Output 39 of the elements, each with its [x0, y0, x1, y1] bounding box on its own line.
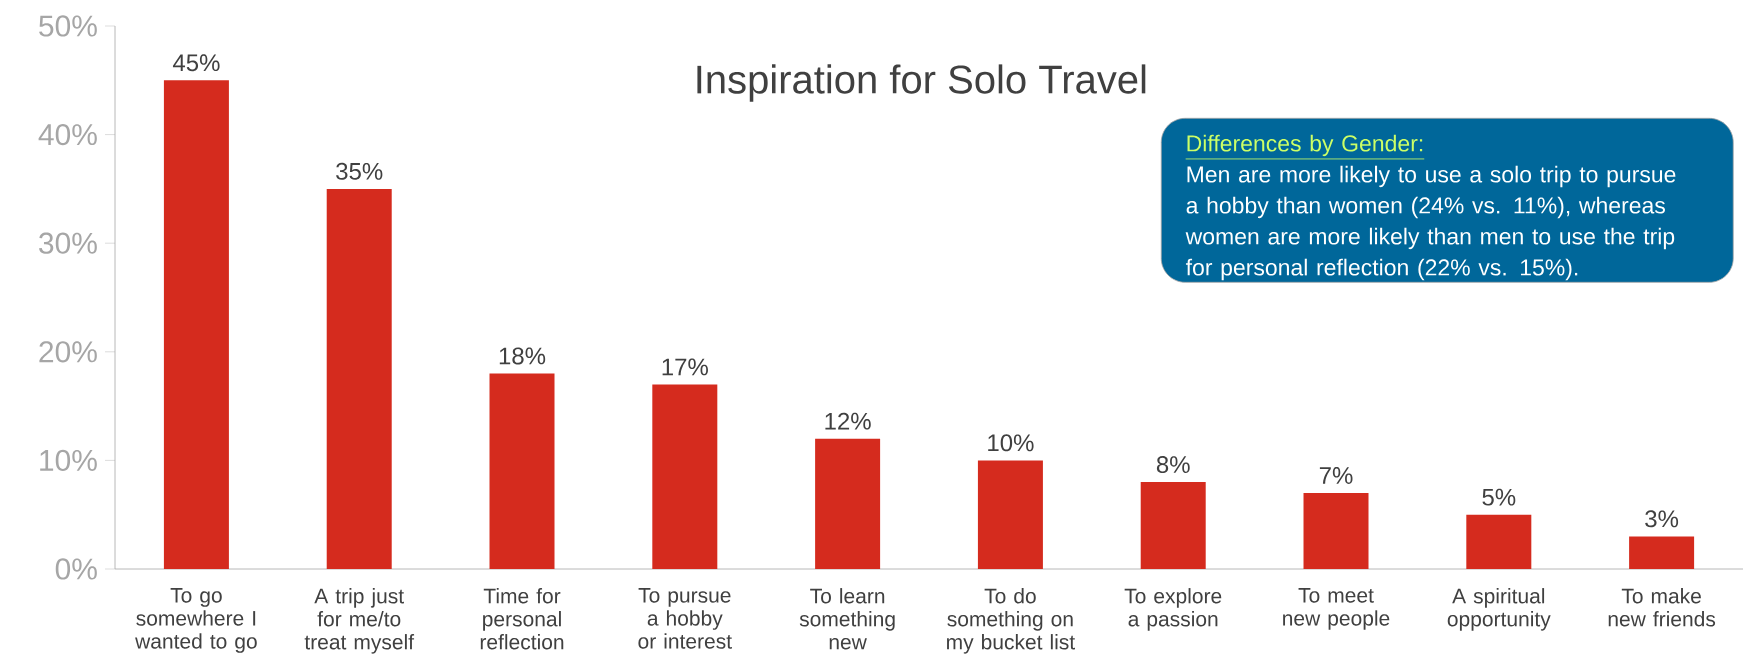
data-label: 10% [988, 434, 1034, 452]
x-tick-label: A spiritual opportunity [1447, 588, 1551, 631]
x-tick-label: To meet new people [1283, 588, 1390, 630]
bar [489, 373, 555, 569]
bar [1629, 536, 1695, 569]
x-tick-label: To pursue a hobby or interest [638, 588, 732, 649]
data-label: 45% [172, 54, 220, 72]
bar [1140, 482, 1206, 569]
y-tick-label: 50% [39, 15, 97, 37]
bar [652, 384, 718, 569]
bar [977, 460, 1043, 569]
bar [326, 188, 392, 569]
y-tick-label: 10% [40, 449, 97, 472]
x-tick-label: To learn something new [799, 588, 895, 650]
bar [815, 438, 881, 569]
y-tick-label: 0% [55, 558, 97, 580]
text: Inspiration for Solo Travel [697, 64, 1146, 102]
x-tick-label: To make new friends [1608, 588, 1716, 627]
data-label: 8% [1156, 456, 1190, 474]
data-label: 7% [1319, 467, 1353, 484]
bar [1303, 492, 1369, 569]
data-label: 3% [1645, 510, 1679, 528]
bar [1466, 514, 1532, 569]
x-tick-label: To go somewhere I wanted to go [135, 588, 257, 653]
data-label: 35% [336, 162, 383, 180]
y-tick-label: 20% [39, 341, 97, 363]
y-tick-label: 40% [38, 123, 97, 146]
annotation: Differences by Gender: [1187, 134, 1423, 157]
bar [163, 80, 229, 569]
y-tick-label: 30% [39, 232, 97, 254]
data-label: 12% [825, 412, 871, 430]
data-label: 17% [662, 358, 708, 376]
data-label: 5% [1482, 488, 1516, 506]
data-label: 18% [499, 347, 546, 365]
annotation: Men are more likely to use a solo trip to pursue a hobby than women (24% vs. 11%), whereas women are more likely than men to use the trip for personal reflection (22% vs. 15%). [1185, 165, 1676, 281]
x-tick-label: A trip just for me/to treat myself [304, 588, 415, 654]
x-tick-label: To explore a passion [1124, 588, 1222, 631]
x-tick-label: To do something on my bucket list [947, 588, 1075, 654]
x-tick-label: Time for personal reflection [480, 588, 564, 650]
